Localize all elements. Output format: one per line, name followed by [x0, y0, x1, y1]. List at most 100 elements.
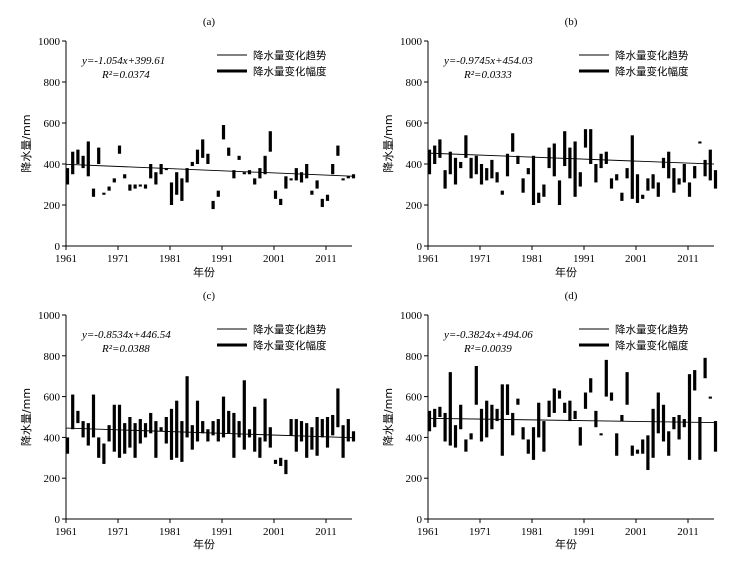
range-bar	[469, 157, 473, 179]
range-bar	[216, 419, 220, 442]
range-bar	[464, 135, 468, 158]
range-bar	[521, 178, 525, 193]
range-bar	[687, 374, 692, 460]
range-bar	[464, 439, 468, 452]
range-bar	[346, 176, 350, 179]
range-bar	[557, 180, 562, 205]
range-bar	[164, 168, 168, 171]
x-tick-label: 1981	[159, 253, 181, 265]
range-bar	[516, 398, 520, 405]
range-bar	[133, 423, 137, 458]
legend-trend-label: 降水量变化趋势	[253, 323, 327, 336]
range-bar	[315, 180, 319, 189]
range-bar	[237, 421, 241, 438]
range-bar	[589, 378, 593, 393]
range-bar	[490, 404, 494, 430]
range-bar	[242, 380, 246, 450]
range-bar	[667, 151, 671, 179]
range-bar	[474, 366, 478, 405]
range-bar	[589, 129, 593, 164]
range-bar	[620, 192, 624, 201]
x-tick-label: 1981	[159, 526, 181, 538]
legend-range-label: 降水量变化幅度	[253, 339, 327, 352]
range-bar	[698, 417, 702, 460]
y-tick-label: 1000	[38, 36, 61, 48]
x-tick-label: 2011	[677, 253, 699, 265]
range-bar	[180, 178, 184, 201]
x-tick-label: 2001	[625, 526, 647, 538]
r-squared: R²=0.0374	[101, 69, 150, 81]
range-bar	[299, 421, 304, 442]
range-bar	[351, 431, 356, 442]
range-bar	[677, 178, 681, 185]
range-bar	[289, 419, 293, 436]
legend-trend-label: 降水量变化趋势	[253, 49, 327, 62]
x-axis-title: 年份	[193, 537, 215, 551]
range-bar	[195, 400, 200, 442]
chart-panel-4: (d) 0 200 400 600 800 1000 1961 1971 1981 1991 2001…	[381, 290, 718, 551]
range-bar	[164, 417, 168, 444]
range-bar	[253, 178, 257, 185]
trend-line	[427, 152, 715, 165]
trend-equation: y=-0.8534x+446.54	[81, 329, 171, 341]
range-bar	[563, 402, 567, 413]
x-tick-label: 2001	[263, 526, 285, 538]
range-bar	[443, 170, 447, 189]
range-bar	[117, 145, 122, 154]
legend-range-label: 降水量变化幅度	[615, 65, 689, 78]
range-bar	[305, 164, 309, 179]
range-bar	[185, 168, 189, 183]
range-bar	[651, 408, 655, 458]
range-bar	[630, 445, 634, 456]
range-bar	[609, 392, 614, 401]
range-bar	[708, 149, 712, 181]
y-tick-label: 0	[417, 241, 423, 253]
y-tick-label: 400	[44, 432, 61, 444]
range-bar	[169, 182, 174, 205]
range-bar	[284, 176, 288, 189]
range-bar	[284, 459, 288, 475]
chart-panel-2: (b) 0 200 400 600 800 1000 1961 1971 1981 1991 2001…	[381, 16, 718, 279]
range-bar	[232, 412, 236, 458]
x-tick-label: 1961	[55, 253, 77, 265]
range-bar	[474, 155, 478, 175]
range-bar	[438, 406, 442, 417]
range-bar	[310, 427, 314, 450]
range-bar	[216, 190, 220, 197]
range-bar	[206, 153, 210, 164]
range-bar	[138, 184, 142, 187]
range-bar	[97, 147, 101, 164]
range-bar	[672, 168, 676, 193]
range-bar	[206, 429, 210, 442]
range-bar	[667, 431, 671, 456]
range-bar	[102, 443, 106, 464]
y-tick-label: 400	[44, 159, 61, 171]
range-bar	[76, 410, 80, 424]
range-bar	[438, 139, 442, 158]
range-bar	[531, 155, 536, 205]
range-bar	[542, 421, 546, 452]
range-bar	[325, 194, 330, 201]
range-bar	[143, 423, 148, 438]
legend-range-label: 降水量变化幅度	[253, 65, 327, 78]
range-bar	[86, 423, 90, 446]
range-bar	[500, 190, 504, 195]
y-tick-label: 800	[44, 351, 61, 363]
range-bar	[495, 172, 499, 183]
range-bar	[453, 425, 458, 448]
y-tick-label: 200	[44, 200, 61, 212]
x-tick-label: 1991	[573, 253, 595, 265]
range-bar	[102, 192, 106, 195]
range-bar	[635, 449, 640, 454]
range-bar	[190, 425, 194, 450]
range-bar	[557, 390, 562, 399]
range-bar	[448, 151, 452, 175]
range-bar	[682, 419, 686, 428]
range-bar	[320, 198, 324, 208]
x-tick-label: 1971	[469, 253, 491, 265]
y-tick-label: 0	[55, 241, 61, 253]
x-tick-label: 1961	[55, 526, 77, 538]
range-bar	[661, 404, 666, 442]
range-bar	[211, 200, 215, 210]
range-bar	[65, 437, 70, 454]
